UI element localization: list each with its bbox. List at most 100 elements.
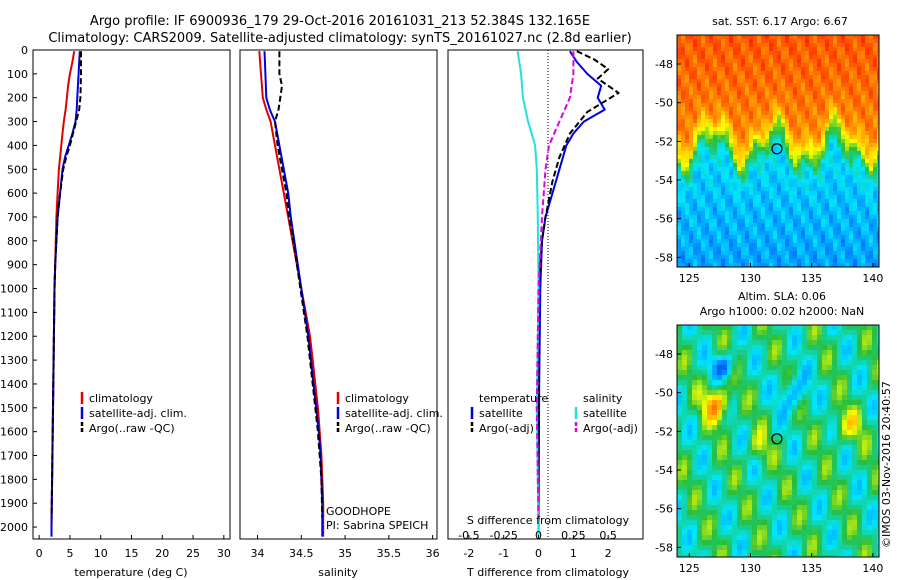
y-tick-label: 1100 [0, 306, 28, 319]
field-cell [817, 151, 822, 156]
field-cell [877, 51, 880, 56]
field-cell [747, 430, 753, 436]
field-cell [772, 530, 778, 536]
field-cell [757, 55, 762, 60]
field-cell [773, 175, 778, 180]
field-cell [877, 460, 880, 466]
field-cell [827, 445, 833, 451]
field-cell [813, 215, 818, 220]
field-cell [737, 500, 743, 506]
field-cell [732, 430, 738, 436]
field-cell [749, 175, 754, 180]
field-cell [692, 410, 698, 416]
field-cell [789, 215, 794, 220]
field-cell [792, 335, 798, 341]
field-cell [769, 107, 774, 112]
field-cell [837, 340, 843, 346]
field-cell [802, 505, 808, 511]
field-cell [861, 123, 866, 128]
field-cell [757, 380, 763, 386]
field-cell [765, 35, 770, 40]
field-cell [761, 159, 766, 164]
field-cell [692, 545, 698, 551]
field-cell [845, 47, 850, 52]
field-cell [857, 51, 862, 56]
field-cell [802, 325, 808, 331]
field-cell [869, 67, 874, 72]
field-cell [677, 235, 682, 240]
field-cell [721, 263, 726, 268]
field-cell [745, 135, 750, 140]
field-cell [702, 500, 708, 506]
field-cell [829, 171, 834, 176]
field-cell [677, 340, 683, 346]
field-cell [817, 485, 823, 491]
field-cell [801, 259, 806, 264]
field-cell [712, 500, 718, 506]
field-cell [742, 355, 748, 361]
field-cell [877, 470, 880, 476]
field-cell [787, 340, 793, 346]
field-cell [797, 155, 802, 160]
field-cell [837, 455, 843, 461]
field-cell [693, 191, 698, 196]
field-cell [769, 95, 774, 100]
field-cell [802, 530, 808, 536]
field-cell [825, 231, 830, 236]
field-cell [725, 75, 730, 80]
field-cell [687, 515, 693, 521]
field-cell [789, 219, 794, 224]
field-cell [785, 179, 790, 184]
field-cell [685, 139, 690, 144]
field-cell [781, 83, 786, 88]
field-cell [801, 75, 806, 80]
field-cell [693, 247, 698, 252]
field-cell [713, 151, 718, 156]
field-cell [729, 203, 734, 208]
field-cell [752, 460, 758, 466]
field-cell [827, 360, 833, 366]
field-cell [817, 500, 823, 506]
field-cell [707, 505, 713, 511]
field-cell [692, 455, 698, 461]
field-cell [869, 243, 874, 248]
field-cell [817, 450, 823, 456]
field-cell [837, 79, 842, 84]
field-cell [837, 490, 843, 496]
field-cell [705, 39, 710, 44]
field-cell [741, 95, 746, 100]
field-cell [712, 360, 718, 366]
field-cell [732, 530, 738, 536]
field-cell [727, 355, 733, 361]
field-cell [693, 203, 698, 208]
field-cell [692, 490, 698, 496]
field-cell [865, 39, 870, 44]
field-cell [869, 231, 874, 236]
field-cell [725, 167, 730, 172]
field-cell [729, 159, 734, 164]
field-cell [717, 127, 722, 132]
series-line [274, 51, 324, 518]
field-cell [769, 151, 774, 156]
field-cell [732, 350, 738, 356]
field-cell [713, 195, 718, 200]
field-cell [709, 95, 714, 100]
field-cell [685, 255, 690, 260]
field-cell [733, 131, 738, 136]
field-cell [857, 139, 862, 144]
field-cell [677, 510, 683, 516]
field-cell [772, 545, 778, 551]
field-cell [742, 360, 748, 366]
field-cell [697, 223, 702, 228]
field-cell [877, 263, 880, 268]
field-cell [729, 59, 734, 64]
field-cell [749, 167, 754, 172]
field-cell [829, 155, 834, 160]
field-cell [701, 127, 706, 132]
field-cell [705, 239, 710, 244]
field-cell [737, 450, 743, 456]
field-cell [849, 79, 854, 84]
field-cell [877, 231, 880, 236]
field-cell [732, 415, 738, 421]
field-cell [877, 195, 880, 200]
